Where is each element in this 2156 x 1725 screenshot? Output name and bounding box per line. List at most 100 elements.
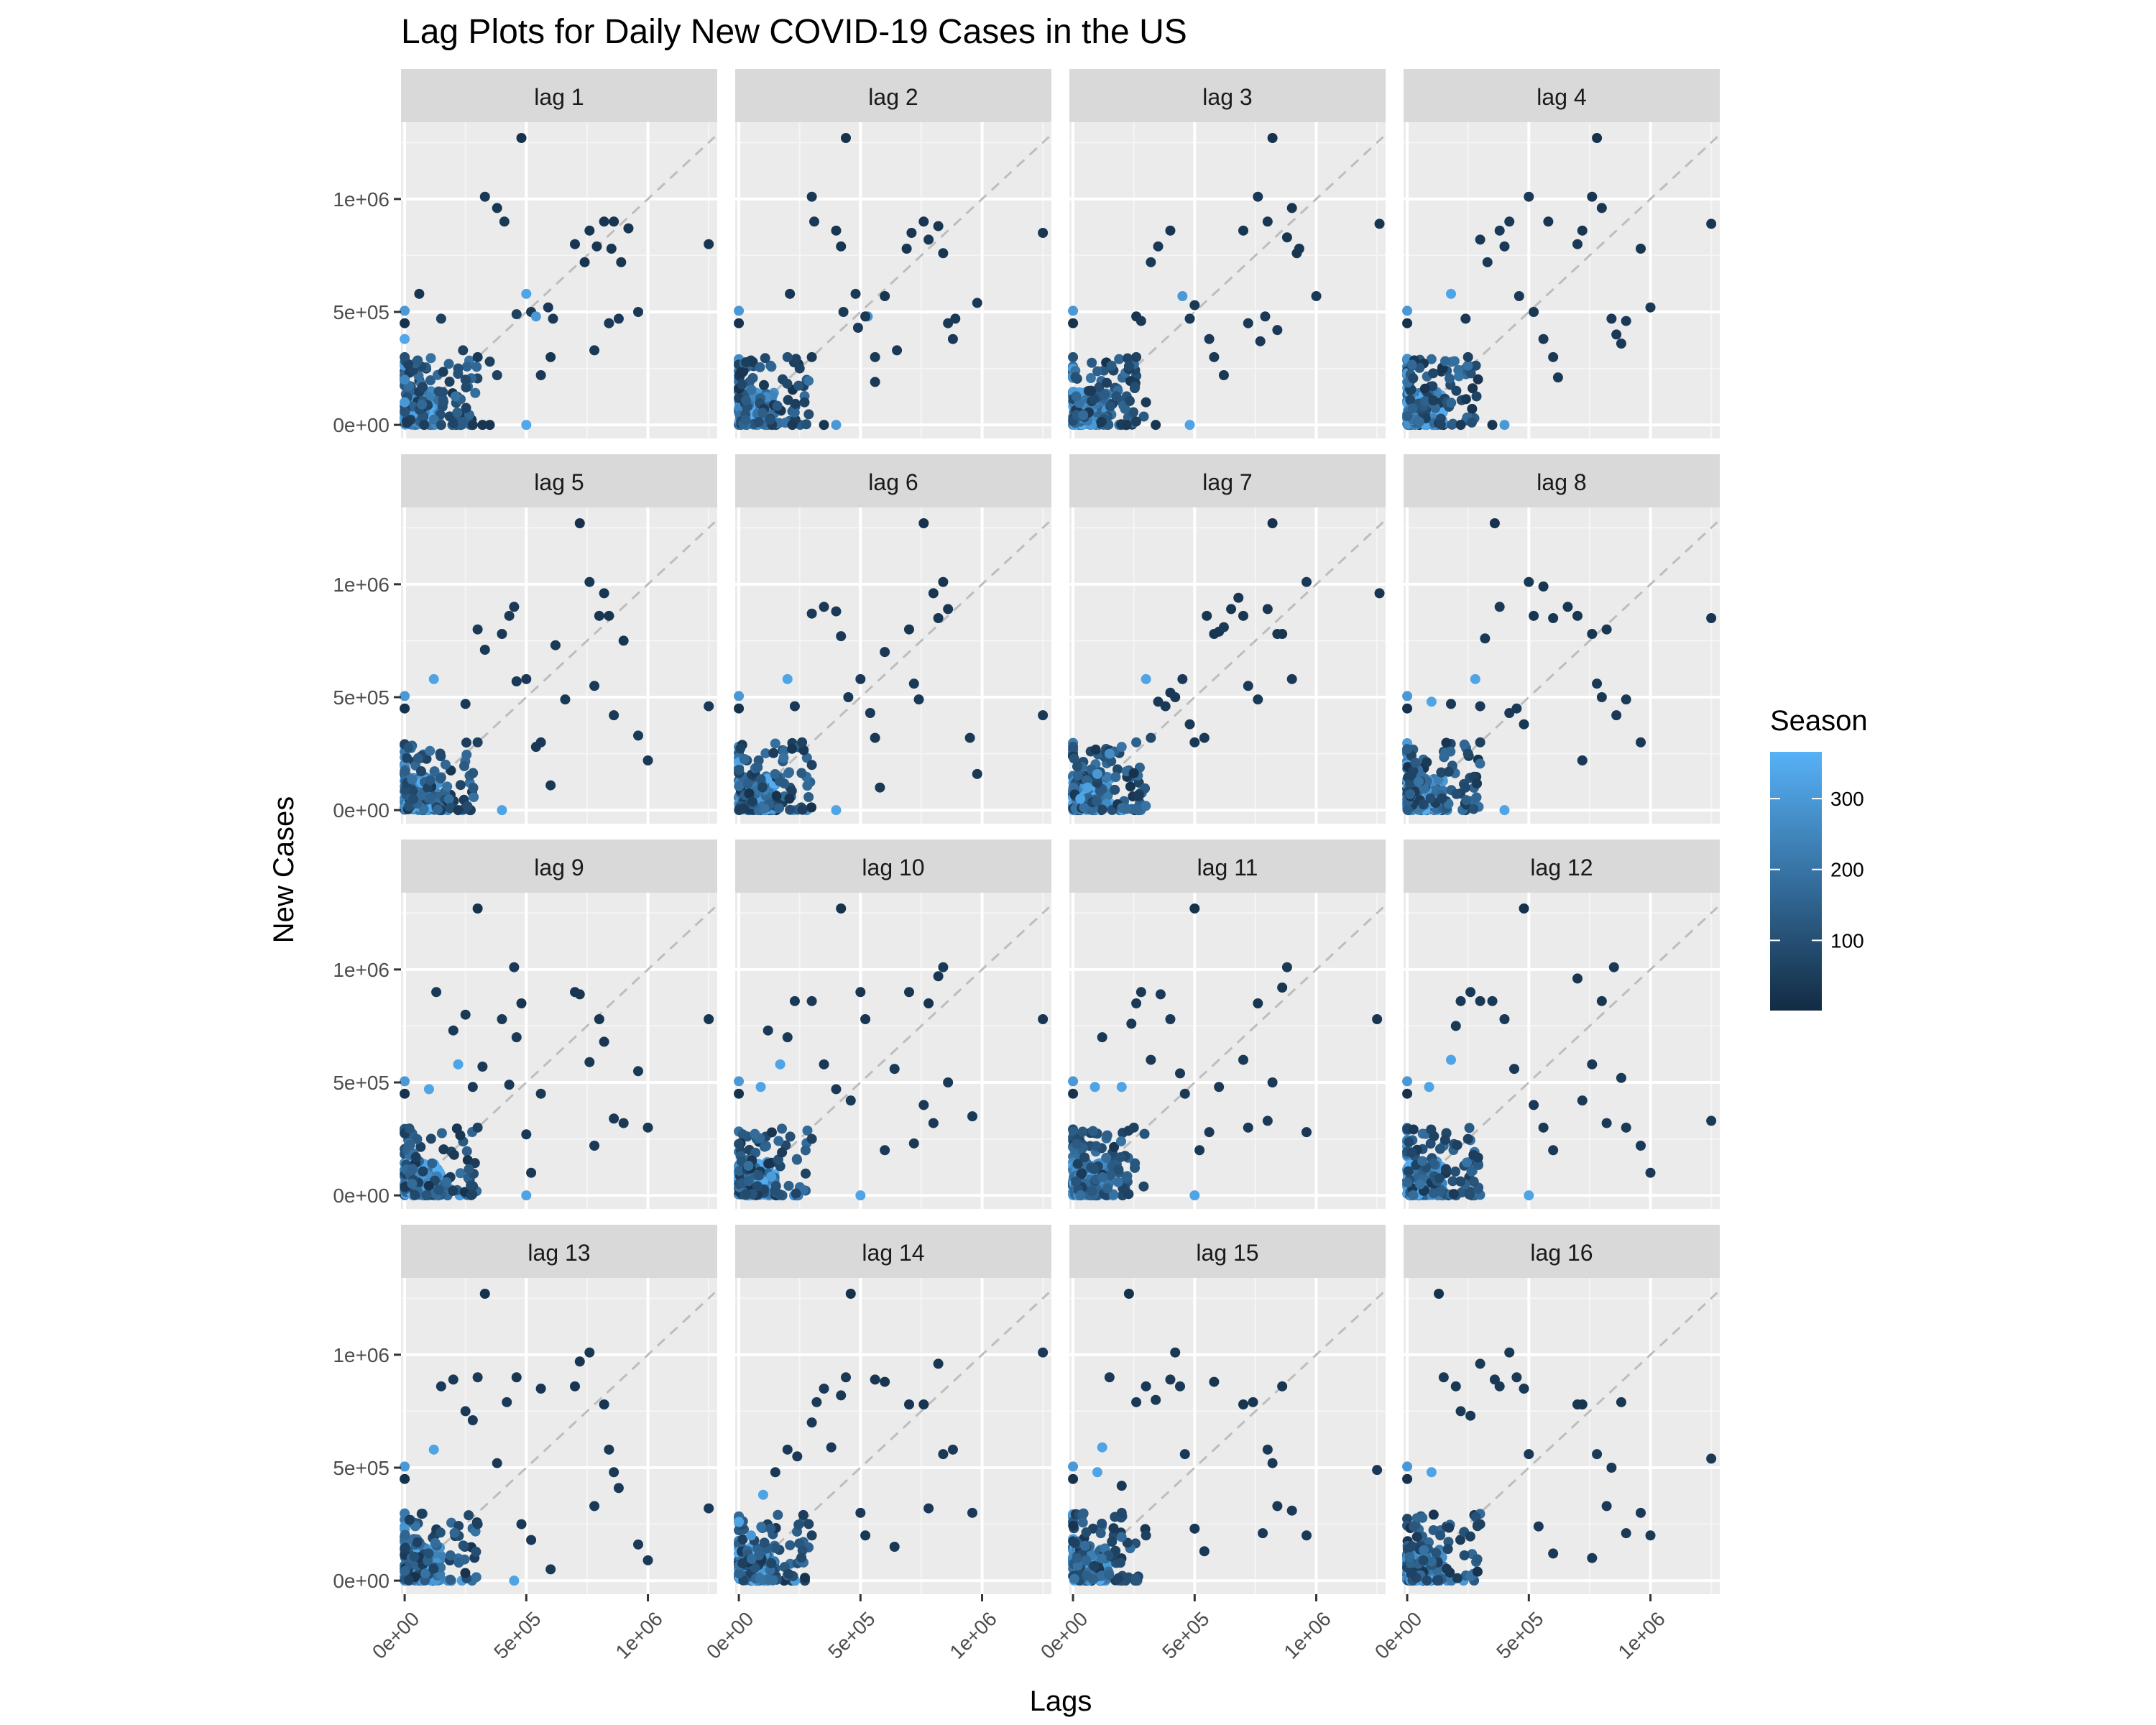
data-point (1105, 1170, 1116, 1181)
data-point (923, 998, 934, 1008)
data-point (765, 1523, 776, 1534)
facet-strip (401, 840, 717, 893)
facet-strip (401, 454, 717, 507)
data-point (1116, 742, 1127, 753)
data-point (1427, 381, 1438, 392)
data-point (1141, 397, 1151, 408)
data-point (1082, 1570, 1092, 1581)
data-point (1402, 744, 1413, 755)
data-point (1104, 748, 1115, 759)
data-point (479, 191, 490, 202)
data-point (1466, 417, 1477, 428)
data-point (1406, 1147, 1417, 1158)
data-point (425, 353, 436, 364)
data-point (416, 1509, 427, 1519)
data-point (574, 989, 585, 1000)
data-point (1636, 244, 1646, 254)
data-point (1606, 313, 1617, 324)
y-tick-label: 5e+05 (333, 301, 390, 323)
data-point (1445, 373, 1455, 384)
data-point (760, 353, 770, 364)
data-point (928, 1118, 939, 1128)
data-point (1102, 377, 1112, 388)
data-point (1645, 1530, 1656, 1541)
data-point (1405, 395, 1416, 405)
data-point (1636, 737, 1646, 748)
data-point (785, 1131, 796, 1142)
data-point (1402, 691, 1413, 702)
data-point (1472, 778, 1483, 789)
data-point (1406, 1568, 1417, 1578)
data-point (1248, 1397, 1258, 1407)
facet-label: lag 15 (1196, 1240, 1258, 1266)
data-point (453, 805, 464, 816)
reference-line (1072, 521, 1384, 811)
data-point (1111, 391, 1122, 402)
data-point (1467, 403, 1478, 414)
data-point (1494, 602, 1505, 612)
data-point (504, 1080, 515, 1090)
data-point (1447, 418, 1458, 429)
data-point (933, 971, 944, 982)
data-point (841, 1372, 851, 1383)
data-point (1199, 1546, 1210, 1557)
data-point (1572, 239, 1583, 249)
data-point (1621, 316, 1631, 326)
data-point (1233, 592, 1244, 603)
data-point (1108, 1523, 1119, 1534)
data-point (428, 673, 439, 684)
data-point (560, 694, 571, 705)
data-point (1489, 518, 1500, 528)
data-point (425, 793, 436, 804)
data-point (783, 1568, 794, 1579)
data-point (826, 1442, 837, 1453)
facet-label: lag 12 (1530, 855, 1593, 880)
data-point (599, 588, 609, 599)
season-legend: Season 100 200 300 (1770, 705, 1868, 1011)
data-point (1125, 781, 1136, 792)
data-point (765, 360, 776, 371)
data-point (1072, 1138, 1082, 1149)
data-point (1468, 383, 1478, 394)
data-point (766, 1127, 777, 1138)
data-point (1426, 354, 1437, 364)
data-point (516, 133, 527, 143)
data-point (400, 406, 410, 417)
data-point (1189, 1190, 1200, 1201)
data-point (633, 1066, 643, 1077)
data-point (1408, 1124, 1419, 1135)
data-point (704, 701, 714, 712)
data-point (889, 1542, 900, 1552)
data-point (1455, 420, 1466, 431)
data-point (468, 783, 479, 794)
data-point (457, 417, 468, 428)
data-point (933, 613, 944, 623)
facet-panel: lag 14 (734, 1225, 1051, 1594)
legend-tick-label: 300 (1830, 788, 1864, 810)
data-point (1462, 360, 1473, 371)
data-point (1253, 998, 1263, 1008)
data-point (1596, 995, 1607, 1006)
facet-panel: lag 3 (1068, 69, 1386, 438)
data-point (1425, 793, 1436, 804)
data-point (1209, 351, 1220, 362)
data-point (1645, 1167, 1656, 1178)
facet-strip (1069, 69, 1386, 122)
data-point (1078, 410, 1089, 420)
data-point (1277, 983, 1288, 993)
data-point (1087, 1186, 1097, 1197)
data-points (1068, 518, 1385, 816)
data-point (579, 257, 590, 267)
data-point (1422, 757, 1432, 768)
y-tick-label: 5e+05 (333, 1072, 390, 1094)
data-point (458, 345, 469, 356)
data-point (1104, 1372, 1115, 1383)
data-point (1596, 692, 1607, 702)
facet-panel: lag 7 (1068, 454, 1386, 824)
data-point (1419, 383, 1430, 394)
data-point (1475, 1519, 1485, 1530)
data-point (1587, 629, 1598, 639)
data-point (1094, 382, 1105, 392)
data-point (1552, 372, 1563, 383)
